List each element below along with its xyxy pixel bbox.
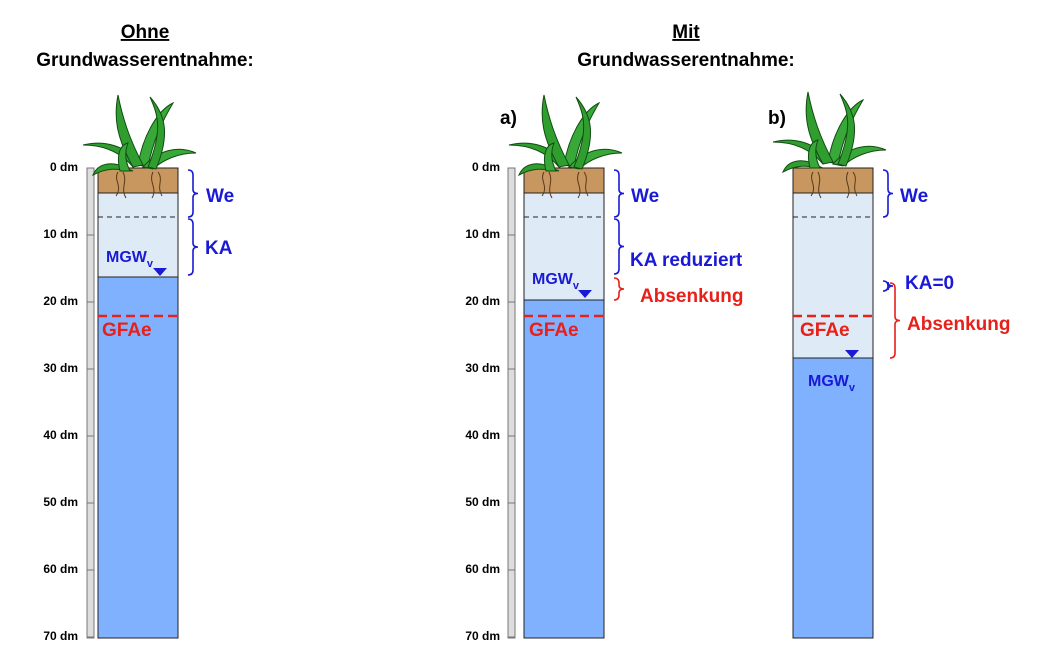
depth-label: 60 dm [43, 562, 78, 576]
absenkung-label: Absenkung [907, 314, 1010, 335]
depth-label: 70 dm [43, 629, 78, 643]
depth-label: 60 dm [465, 562, 500, 576]
depth-label: 70 dm [465, 629, 500, 643]
absenkung-label: Absenkung [640, 286, 743, 307]
depth-label: 40 dm [465, 428, 500, 442]
soil [793, 168, 873, 193]
groundwater [793, 358, 873, 638]
ka-label: KA reduziert [630, 250, 743, 271]
depth-label: 20 dm [465, 294, 500, 308]
soil [524, 168, 604, 193]
depth-label: 20 dm [43, 294, 78, 308]
depth-label: 30 dm [465, 361, 500, 375]
plant [83, 95, 196, 175]
diagram: Ohne Grundwasserentnahme: Mit Grundwasse… [0, 0, 1037, 646]
brace [188, 219, 198, 275]
depth-label: 40 dm [43, 428, 78, 442]
plant [509, 95, 622, 175]
brace [188, 170, 198, 217]
brace [614, 170, 624, 217]
profile: MGWv GFAe We KA reduziert Absenkung [509, 95, 743, 638]
brace [614, 219, 624, 274]
brace [883, 170, 893, 217]
ka-label: KA [205, 238, 233, 259]
profile: MGWv GFAe We KA [83, 95, 234, 638]
soil [98, 168, 178, 193]
plant [773, 92, 886, 172]
brace [890, 283, 900, 358]
subheading: Grundwasserentnahme: [36, 50, 254, 71]
groundwater [524, 300, 604, 638]
subheading: Grundwasserentnahme: [577, 50, 795, 71]
depth-label: 50 dm [465, 495, 500, 509]
heading: Mit [672, 22, 700, 43]
depth-label: 50 dm [43, 495, 78, 509]
depth-label: 10 dm [465, 227, 500, 241]
scale-bar [87, 168, 94, 638]
heading: Ohne [121, 22, 170, 43]
gfae-label: GFAe [102, 320, 152, 341]
ka-label: KA=0 [905, 273, 954, 294]
we-label: We [631, 186, 659, 207]
scale-bar [508, 168, 515, 638]
panel-tag: b) [768, 108, 786, 129]
depth-label: 10 dm [43, 227, 78, 241]
panel-tag: a) [500, 108, 517, 129]
gfae-label: GFAe [800, 320, 850, 341]
profile: MGWv GFAe We KA=0 Absenkung [773, 92, 1010, 638]
we-label: We [206, 186, 234, 207]
depth-label: 0 dm [50, 160, 78, 174]
depth-label: 0 dm [472, 160, 500, 174]
depth-label: 30 dm [43, 361, 78, 375]
brace [614, 278, 624, 300]
we-label: We [900, 186, 928, 207]
gfae-label: GFAe [529, 320, 579, 341]
